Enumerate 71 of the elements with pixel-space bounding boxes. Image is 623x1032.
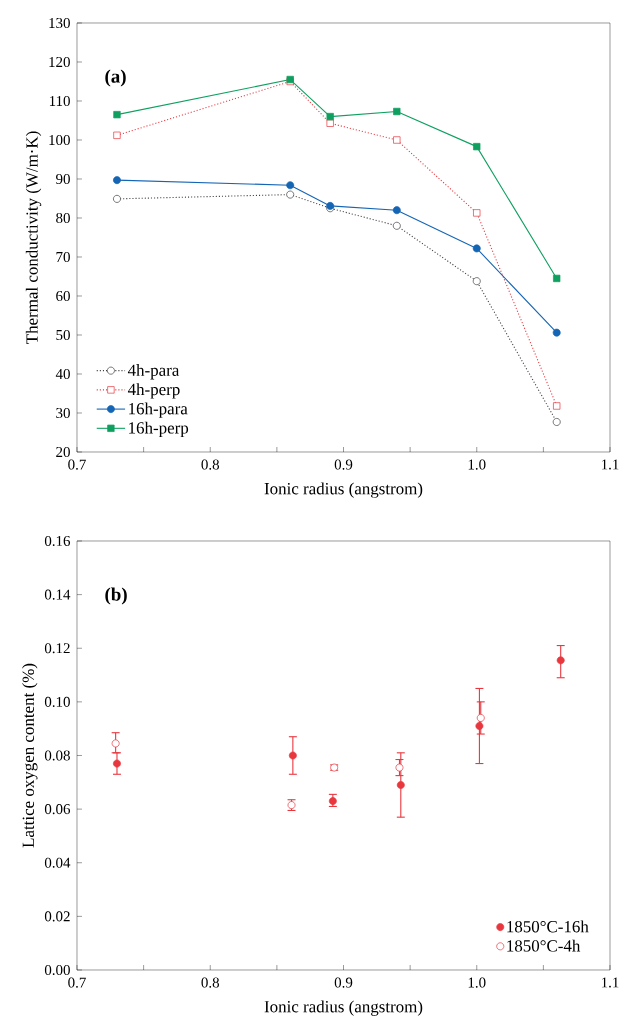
legend-label: 4h-perp: [128, 383, 180, 399]
point: [113, 759, 122, 768]
point: [113, 194, 122, 203]
legend-label: 1850°C-4h: [507, 939, 581, 952]
point: [473, 142, 481, 151]
point: [553, 274, 561, 283]
annotation: (b): [105, 587, 127, 605]
point: [393, 221, 401, 230]
x-tick-label: 0.7: [68, 459, 87, 470]
legend-label: 16h-perp: [129, 421, 189, 438]
point: [553, 402, 561, 410]
y-tick-label: 0.04: [45, 857, 71, 868]
point: [113, 176, 122, 185]
y-tick-label: 0.14: [45, 589, 71, 600]
point: [326, 119, 334, 127]
point: [395, 763, 404, 772]
point: [475, 722, 484, 730]
y-tick-label: 0.02: [45, 911, 70, 922]
x-axis-title: Ionic radius (angstrom): [264, 1000, 423, 1016]
y-tick-label: 130: [49, 17, 71, 29]
x-tick-label: 0.9: [334, 977, 353, 988]
y-tick-label: 0.16: [45, 535, 71, 547]
point: [289, 751, 297, 760]
y-tick-label: 50: [56, 329, 71, 341]
point: [286, 181, 295, 190]
point: [393, 107, 401, 116]
point: [393, 206, 401, 215]
y-tick-label: 40: [56, 368, 71, 380]
legend-label: 16h-para: [129, 402, 188, 418]
y-tick-label: 90: [56, 173, 71, 185]
point: [111, 739, 120, 748]
legend-label: 1850°C-16h: [507, 920, 589, 933]
y-tick-label: 0.00: [45, 964, 71, 976]
y-tick-label: 110: [50, 95, 71, 107]
y-tick-label: 0.06: [45, 804, 71, 815]
y-tick-label: 30: [56, 407, 71, 419]
y-axis-title: Thermal conductivity (W/m·K): [26, 131, 42, 344]
point: [286, 190, 295, 199]
point: [476, 714, 485, 722]
point: [472, 277, 481, 286]
x-tick-label: 1.0: [468, 977, 486, 988]
point: [552, 418, 561, 426]
point: [552, 328, 561, 337]
y-tick-label: 0.08: [45, 750, 71, 761]
y-tick-label: 80: [56, 212, 71, 224]
y-tick-label: 100: [49, 134, 71, 146]
point: [556, 656, 565, 665]
y-tick-label: 20: [56, 446, 71, 458]
point: [113, 131, 121, 139]
point: [473, 209, 481, 217]
x-tick-label: 1.0: [468, 459, 486, 470]
legend-label: 4h-para: [128, 364, 180, 380]
point: [113, 111, 121, 119]
point: [393, 136, 401, 144]
x-tick-label: 0.9: [334, 459, 353, 470]
y-tick-label: 0.12: [45, 643, 70, 654]
point: [326, 112, 334, 121]
y-tick-label: 120: [49, 56, 71, 68]
y-axis-title: Lattice oxygen content (%): [22, 663, 38, 848]
x-tick-label: 0.8: [201, 977, 220, 988]
x-tick-label: 0.8: [201, 459, 220, 470]
point: [397, 781, 405, 789]
x-axis-title: Ionic radius (angstrom): [264, 482, 423, 498]
y-tick-label: 0.10: [45, 696, 71, 707]
x-tick-label: 1.1: [602, 459, 619, 470]
y-tick-label: 60: [56, 290, 71, 302]
x-tick-label: 1.1: [602, 977, 619, 988]
x-tick-label: 0.7: [68, 977, 87, 988]
point: [472, 244, 481, 253]
y-tick-label: 70: [56, 251, 71, 263]
annotation: (a): [105, 69, 126, 87]
